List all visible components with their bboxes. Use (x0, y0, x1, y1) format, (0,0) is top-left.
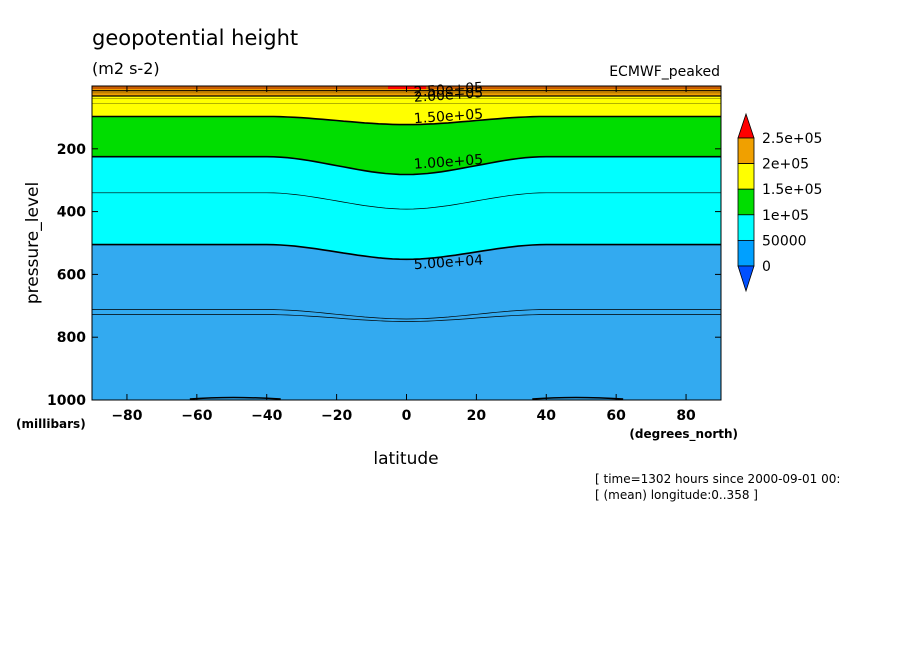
legend-swatch-4 (737, 239, 755, 267)
contour-line-100000 (92, 155, 721, 176)
y-axis-label: pressure_level (23, 182, 43, 304)
legend-swatch-1 (737, 163, 755, 190)
x-axis-unit: (degrees_north) (629, 427, 738, 442)
x-tick-label: −80 (111, 408, 142, 424)
contour-label: 1.00e+05 (413, 152, 483, 173)
longitude-annotation: [ (mean) longitude:0..358 ] (595, 488, 758, 502)
y-tick-label: 600 (57, 267, 86, 283)
contour-bottom-right (532, 396, 624, 400)
x-tick-label: 60 (606, 408, 626, 424)
legend-swatch-0 (737, 137, 755, 165)
legend-label-5: 0 (762, 259, 771, 275)
contour-line-50000 (92, 243, 721, 261)
contour-label: 2.50e+05 (413, 80, 483, 101)
legend-label-4: 50000 (762, 233, 807, 249)
contour-thin-1 (92, 309, 721, 320)
axes: −80 −60 −40 −20 0 20 40 60 80 200 400 600 800 1000 (47, 86, 721, 424)
x-axis-label: latitude (373, 449, 438, 469)
chart-units: (m2 s-2) (92, 59, 160, 78)
y-tick-label: 200 (57, 142, 86, 158)
contour-thin-0 (92, 192, 721, 210)
dataset-label: ECMWF_peaked (609, 64, 720, 80)
x-tick-label: 0 (402, 408, 412, 424)
x-tick-label: −60 (181, 408, 212, 424)
y-tick-label: 400 (57, 205, 86, 221)
y-tick-label: 1000 (47, 393, 86, 409)
contour-label-group-0: 2.50e+05 (413, 80, 483, 101)
plot-area: 2.50e+052.00e+051.50e+05 1.00e+05 5.00e+04 (91, 80, 722, 401)
x-tick-label: 40 (537, 408, 557, 424)
contour-label-group-3: 1.00e+05 (413, 152, 483, 173)
legend-over-triangle (737, 112, 755, 139)
x-tick-label: 20 (467, 408, 487, 424)
contour-label-group-4: 5.00e+04 (413, 252, 483, 273)
legend-label-3: 1e+05 (762, 208, 809, 224)
x-tick-label: −40 (251, 408, 282, 424)
contour-label: 5.00e+04 (413, 252, 483, 273)
legend-label-1: 2e+05 (762, 157, 809, 173)
x-tick-label: −20 (321, 408, 352, 424)
legend-under-triangle (737, 265, 755, 293)
contour-line-150000 (92, 115, 721, 126)
x-tick-label: 80 (676, 408, 696, 424)
chart-title: geopotential height (92, 26, 298, 50)
legend-swatch-2 (737, 188, 755, 216)
legend-label-2: 1.5e+05 (762, 182, 822, 198)
time-annotation: [ time=1302 hours since 2000-09-01 00: (595, 472, 840, 486)
contour-thin-2 (92, 314, 721, 322)
color-legend: 2.5e+05 2e+05 1.5e+05 1e+05 50000 0 (737, 112, 822, 293)
contour-label: 1.50e+05 (413, 106, 483, 127)
y-axis-unit: (millibars) (16, 417, 86, 431)
legend-swatch-3 (737, 214, 755, 241)
y-tick-label: 800 (57, 330, 86, 346)
contour-label: 2.00e+05 (413, 85, 483, 106)
contour-label-group-2: 1.50e+05 (413, 106, 483, 127)
contour-bottom-left (189, 396, 281, 400)
contour-label-group-1: 2.00e+05 (413, 85, 483, 106)
legend-label-0: 2.5e+05 (762, 131, 822, 147)
